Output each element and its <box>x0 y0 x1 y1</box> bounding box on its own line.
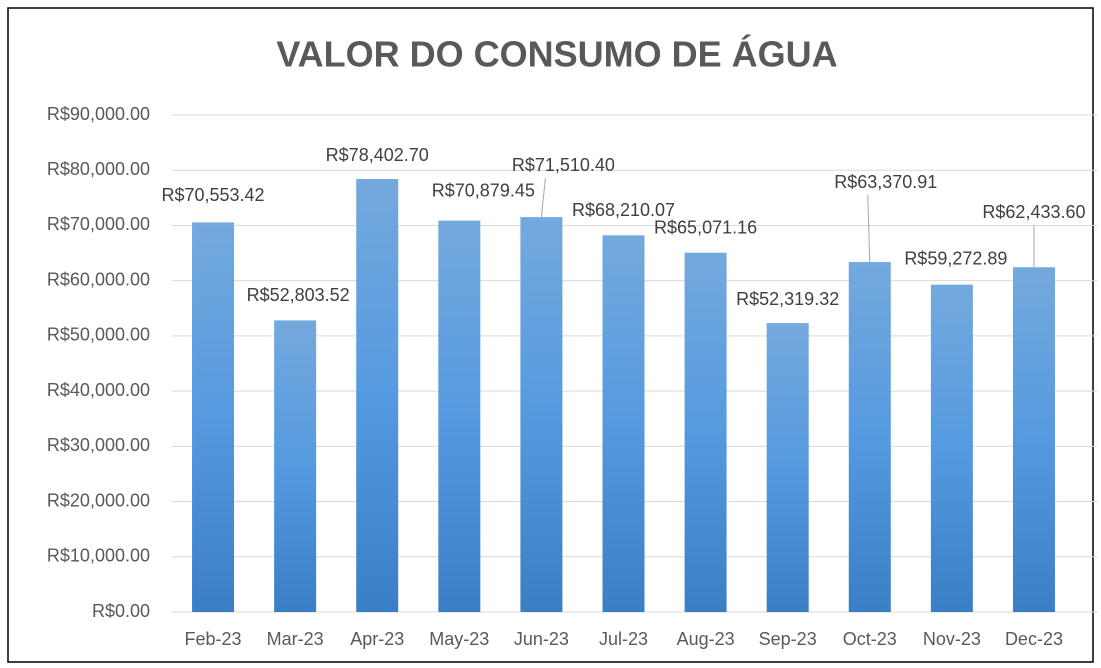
data-label: R$52,319.32 <box>736 289 839 309</box>
bar <box>602 235 645 612</box>
y-tick-label: R$90,000.00 <box>47 104 150 124</box>
leader-line <box>540 178 546 218</box>
data-label: R$78,402.70 <box>326 145 429 165</box>
data-label: R$52,803.52 <box>247 285 350 305</box>
data-label: R$63,370.91 <box>834 172 937 192</box>
x-tick-label: Sep-23 <box>759 629 817 649</box>
data-label: R$65,071.16 <box>654 217 757 237</box>
bar <box>192 222 235 612</box>
data-label: R$70,879.45 <box>432 180 535 200</box>
bar <box>766 323 809 612</box>
bar <box>274 320 317 612</box>
y-tick-label: R$50,000.00 <box>47 325 150 345</box>
x-tick-label: Jul-23 <box>599 629 648 649</box>
x-tick-label: May-23 <box>429 629 489 649</box>
bar <box>684 252 727 612</box>
y-tick-label: R$60,000.00 <box>47 269 150 289</box>
bar <box>356 179 399 613</box>
x-tick-label: Jun-23 <box>514 629 569 649</box>
x-tick-label: Oct-23 <box>843 629 897 649</box>
y-tick-label: R$70,000.00 <box>47 214 150 234</box>
bar <box>1012 267 1055 612</box>
y-tick-label: R$20,000.00 <box>47 490 150 510</box>
bar <box>930 284 973 612</box>
y-tick-label: R$0.00 <box>92 601 150 621</box>
bar <box>848 262 891 612</box>
x-tick-label: Nov-23 <box>923 629 981 649</box>
bar <box>520 217 563 612</box>
leader-line <box>867 195 871 263</box>
bar <box>438 220 481 612</box>
y-tick-label: R$40,000.00 <box>47 380 150 400</box>
y-tick-label: R$30,000.00 <box>47 435 150 455</box>
data-label: R$68,210.07 <box>572 200 675 220</box>
y-tick-label: R$80,000.00 <box>47 159 150 179</box>
x-tick-label: Aug-23 <box>677 629 735 649</box>
data-label: R$70,553.42 <box>161 185 264 205</box>
chart-title: VALOR DO CONSUMO DE ÁGUA <box>276 34 837 75</box>
x-tick-label: Mar-23 <box>267 629 324 649</box>
x-tick-label: Feb-23 <box>185 629 242 649</box>
y-tick-label: R$10,000.00 <box>47 546 150 566</box>
x-tick-label: Apr-23 <box>350 629 404 649</box>
x-tick-label: Dec-23 <box>1005 629 1063 649</box>
data-label: R$59,272.89 <box>904 248 1007 268</box>
data-label: R$62,433.60 <box>982 202 1085 222</box>
data-label: R$71,510.40 <box>512 155 615 175</box>
